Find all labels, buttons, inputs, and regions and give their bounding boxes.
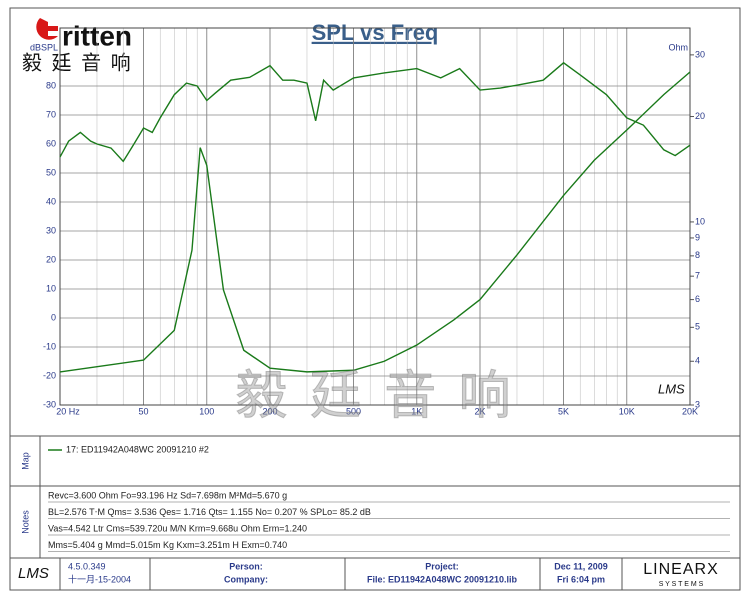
y2-tick-label: 10: [695, 216, 705, 226]
footer-brand: LINEARX: [643, 561, 718, 578]
footer-text: Dec 11, 2009: [554, 561, 608, 571]
footer-text: 4.5.0.349: [68, 561, 106, 571]
x-tick-label: 200: [262, 406, 277, 416]
y2-tick-label: 30: [695, 49, 705, 59]
outer-frame: [9, 7, 741, 591]
x-tick-label: 5K: [558, 406, 569, 416]
y-tick-label: 10: [46, 283, 56, 293]
x-tick-label: 20 Hz: [56, 406, 80, 416]
brand-mark: LMS: [658, 381, 685, 396]
footer-brand-sub: S Y S T E M S: [659, 581, 704, 588]
section-label: Notes: [20, 510, 30, 534]
x-tick-label: 50: [139, 406, 149, 416]
y2-tick-label: 5: [695, 322, 700, 332]
y2-axis-label: Ohm: [668, 42, 688, 52]
note-line: Mms=5.404 g Mmd=5.015m Kg Kxm=3.251m H E…: [48, 540, 287, 550]
y-tick-label: 40: [46, 196, 56, 206]
chart-title: SPL vs Freq: [312, 20, 439, 45]
y-tick-label: 0: [51, 312, 56, 322]
footer-logo: LMS: [18, 565, 49, 582]
footer-text: Person:: [229, 561, 263, 571]
x-tick-label: 500: [346, 406, 361, 416]
footer-text: Company:: [224, 574, 268, 584]
logo-cn: 毅 廷 音 响: [22, 51, 133, 74]
footer-text: 十一月-15-2004: [68, 573, 131, 584]
y-tick-label: -20: [43, 370, 56, 380]
watermark: 毅 廷 音 响: [235, 368, 514, 426]
y2-tick-label: 9: [695, 232, 700, 242]
y-tick-label: 50: [46, 167, 56, 177]
note-line: Revc=3.600 Ohm Fo=93.196 Hz Sd=7.698m M²…: [48, 490, 287, 500]
series-line: [59, 71, 691, 373]
x-tick-label: 10K: [619, 406, 635, 416]
y2-tick-label: 4: [695, 356, 700, 366]
y2-tick-label: 6: [695, 294, 700, 304]
legend-entry: 17: ED11942A048WC 20091210 #2: [66, 444, 209, 454]
y-tick-label: -10: [43, 341, 56, 351]
x-tick-label: 2K: [474, 406, 485, 416]
y2-tick-label: 3: [695, 399, 700, 409]
section-label: Map: [20, 452, 30, 470]
x-tick-label: 1K: [411, 406, 422, 416]
series-line: [59, 61, 691, 163]
y-tick-label: 60: [46, 138, 56, 148]
y-tick-label: 20: [46, 254, 56, 264]
footer-text: Fri 6:04 pm: [557, 574, 605, 584]
y2-tick-label: 7: [695, 271, 700, 281]
y-tick-label: 30: [46, 225, 56, 235]
note-line: BL=2.576 T‧M Qms= 3.536 Qes= 1.716 Qts= …: [48, 507, 371, 517]
y2-tick-label: 8: [695, 250, 700, 260]
footer-text: File: ED11942A048WC 20091210.lib: [367, 574, 518, 584]
logo-icon: [36, 18, 58, 40]
y-tick-label: -30: [43, 399, 56, 409]
x-tick-label: 20K: [682, 406, 698, 416]
y-tick-label: 80: [46, 80, 56, 90]
y-axis-label: dBSPL: [30, 42, 58, 52]
footer-text: Project:: [425, 561, 459, 571]
plot-frame: [59, 27, 691, 406]
footer: LMS 4.5.0.349 十一月-15-2004 Person: Compan…: [18, 558, 718, 590]
note-line: Vas=4.542 Ltr Cms=539.720u M/N Krm=9.668…: [48, 523, 307, 533]
y-tick-label: 70: [46, 109, 56, 119]
y2-tick-label: 20: [695, 111, 705, 121]
x-tick-label: 100: [199, 406, 214, 416]
